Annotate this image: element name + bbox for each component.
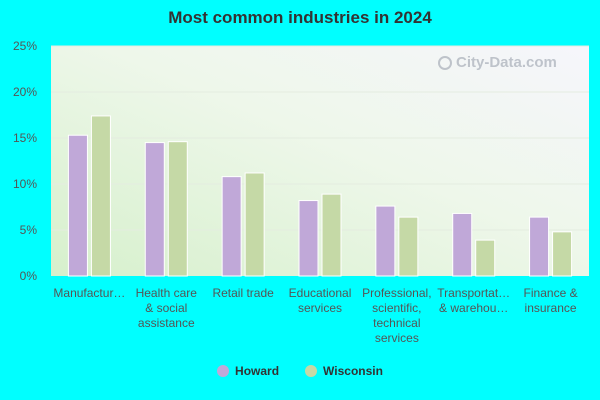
x-category-label: Professional, scientific, technical service… xyxy=(362,286,431,345)
chart-title: Most common industries in 2024 xyxy=(168,8,432,27)
y-tick-label: 15% xyxy=(13,131,37,145)
legend-label-howard: Howard xyxy=(235,364,280,378)
x-category-label: Educational services xyxy=(289,286,352,315)
y-tick-label: 10% xyxy=(13,177,37,191)
y-tick-label: 20% xyxy=(13,85,37,99)
bar-wisconsin-2 xyxy=(244,172,265,277)
y-tick-label: 25% xyxy=(13,39,37,53)
bar-wisconsin-4 xyxy=(398,216,419,277)
x-category-label: Transportat… & warehou… xyxy=(437,286,510,315)
plot-area xyxy=(51,46,589,276)
legend: Howard Wisconsin xyxy=(0,364,600,378)
bar-wisconsin-1 xyxy=(167,141,188,277)
x-category-label: Retail trade xyxy=(212,286,274,300)
bar-howard-1 xyxy=(144,142,165,277)
y-tick-label: 5% xyxy=(20,223,38,237)
bar-wisconsin-3 xyxy=(321,193,342,277)
legend-label-wisconsin: Wisconsin xyxy=(323,364,383,378)
x-category-label: Health care & social assistance xyxy=(136,286,198,330)
bar-howard-6 xyxy=(529,216,550,277)
bar-howard-3 xyxy=(298,200,319,277)
legend-item-wisconsin: Wisconsin xyxy=(305,364,383,378)
legend-swatch-howard xyxy=(217,365,230,377)
watermark: City-Data.com xyxy=(438,54,557,71)
watermark-text: City-Data.com xyxy=(456,54,557,71)
bar-howard-4 xyxy=(375,205,396,277)
x-axis-labels: Manufactur… Health care & social assistance… xyxy=(53,286,577,345)
bar-howard-0 xyxy=(67,134,88,277)
bar-wisconsin-5 xyxy=(475,239,496,277)
grid-lines xyxy=(51,45,589,231)
bars xyxy=(67,115,573,277)
legend-item-howard: Howard xyxy=(217,364,279,378)
y-axis-ticks: 0% 5% 10% 15% 20% 25% xyxy=(13,39,37,283)
x-category-label: Manufactur… xyxy=(53,286,125,300)
x-category-label: Finance & insurance xyxy=(524,286,578,315)
bar-howard-2 xyxy=(221,176,242,277)
bar-wisconsin-6 xyxy=(552,231,573,277)
legend-swatch-wisconsin xyxy=(305,365,318,377)
magnifier-icon xyxy=(438,55,452,70)
y-tick-label: 0% xyxy=(20,269,38,283)
bar-wisconsin-0 xyxy=(90,115,111,277)
bar-howard-5 xyxy=(452,212,473,277)
